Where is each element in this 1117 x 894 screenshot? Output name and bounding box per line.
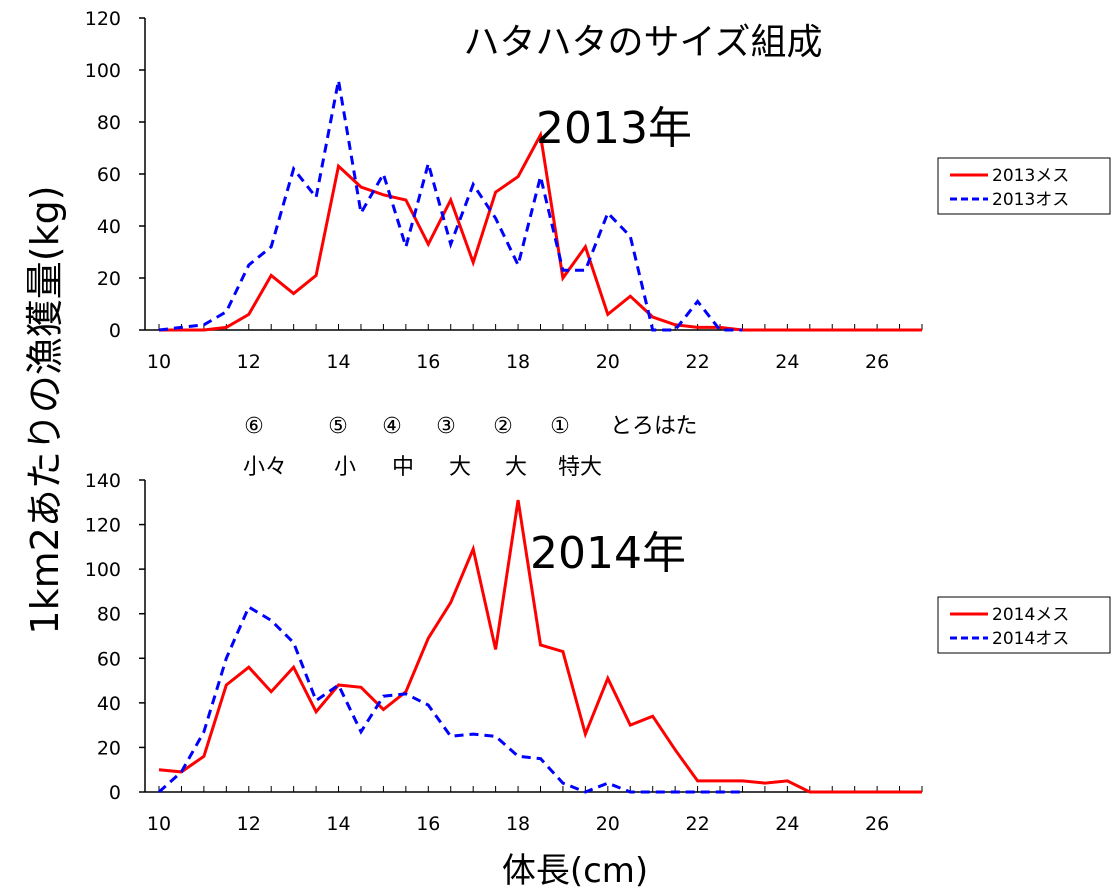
size-number-label: ④ [382, 414, 402, 439]
y-tick-label: 60 [97, 648, 121, 670]
size-number-label: ② [493, 414, 513, 439]
y-tick-label: 40 [97, 693, 121, 715]
axes-2014 [145, 480, 922, 792]
series-line-female [159, 135, 922, 330]
series-line-male [159, 607, 743, 792]
x-tick-label: 10 [147, 813, 171, 835]
x-axis-ticks-2014: 10 12 14 16 18 20 22 24 26 [147, 786, 922, 835]
x-tick-label: 26 [865, 813, 889, 835]
x-tick-label: 16 [416, 813, 440, 835]
x-tick-label: 14 [326, 813, 350, 835]
axes-2013 [145, 18, 922, 330]
size-number-label: ⑥ [244, 414, 264, 439]
legend-label: 2013オス [992, 190, 1069, 210]
x-tick-label: 12 [237, 813, 261, 835]
chart-title: ハタハタのサイズ組成 [464, 22, 823, 63]
x-tick-label: 16 [416, 351, 440, 373]
y-tick-label: 120 [85, 515, 121, 537]
x-tick-label: 12 [237, 351, 261, 373]
legend-2014: 2014メス 2014オス [938, 597, 1110, 653]
legend-label: 2014メス [992, 605, 1069, 625]
y-tick-label: 40 [97, 216, 121, 238]
size-number-label: ⑤ [328, 414, 348, 439]
x-tick-label: 20 [596, 813, 620, 835]
y-tick-label: 20 [97, 268, 121, 290]
legend-label: 2014オス [992, 629, 1069, 649]
size-name-label: 小々 [243, 455, 287, 480]
size-number-label: ③ [436, 414, 456, 439]
y-tick-label: 120 [85, 8, 121, 30]
y-tick-label: 100 [85, 60, 121, 82]
chart-2014: 0 20 40 60 80 100 120 140 10 12 14 16 18 20 22 24 26 20… [85, 470, 1110, 835]
size-name-label: 特大 [558, 455, 602, 480]
x-tick-label: 10 [147, 351, 171, 373]
y-tick-label: 140 [85, 470, 121, 492]
x-tick-label: 24 [775, 351, 799, 373]
y-tick-label: 80 [97, 112, 121, 134]
x-tick-label: 20 [596, 351, 620, 373]
y-tick-label: 20 [97, 737, 121, 759]
x-tick-label: 14 [326, 351, 350, 373]
y-axis-ticks-2013: 0 20 40 60 80 100 120 [85, 8, 145, 342]
y-tick-label: 60 [97, 164, 121, 186]
x-axis-label: 体長(cm) [502, 851, 648, 890]
y-tick-label: 0 [109, 782, 121, 804]
x-tick-label: 22 [685, 351, 709, 373]
y-tick-label: 0 [109, 320, 121, 342]
y-tick-label: 80 [97, 604, 121, 626]
year-annotation-2013: 2013年 [536, 103, 692, 154]
legend-2013: 2013メス 2013オス [938, 158, 1110, 214]
y-axis-label: 1km2あたりの漁獲量(kg) [23, 185, 67, 634]
x-tick-label: 24 [775, 813, 799, 835]
size-number-label: とろはた [610, 414, 698, 439]
size-name-label: 小 [334, 455, 356, 480]
x-tick-label: 18 [506, 351, 530, 373]
x-tick-label: 18 [506, 813, 530, 835]
year-annotation-2014: 2014年 [530, 528, 686, 579]
size-name-label: 大 [505, 455, 527, 480]
x-tick-label: 22 [685, 813, 709, 835]
size-name-label: 大 [449, 455, 471, 480]
legend-label: 2013メス [992, 166, 1069, 186]
size-number-label: ① [550, 414, 570, 439]
x-tick-label: 26 [865, 351, 889, 373]
y-tick-label: 100 [85, 559, 121, 581]
size-name-label: 中 [392, 455, 414, 480]
y-axis-ticks-2014: 0 20 40 60 80 100 120 140 [85, 470, 145, 804]
